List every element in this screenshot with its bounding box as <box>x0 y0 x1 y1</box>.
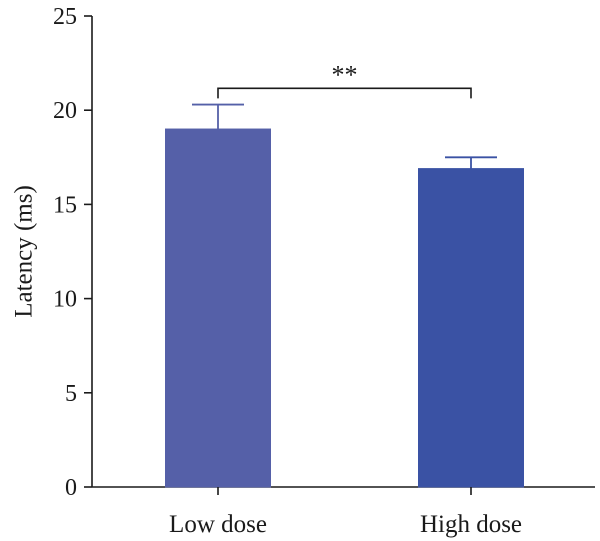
x-tick-label: Low dose <box>169 511 267 538</box>
error-bar <box>445 156 497 169</box>
y-tick-label: 10 <box>53 287 77 313</box>
y-axis-ticks: 0 5 10 15 20 25 <box>53 4 92 501</box>
x-tick-label: High dose <box>420 511 522 538</box>
y-tick-label: 0 <box>65 475 77 501</box>
bar-low-dose <box>165 128 271 488</box>
error-bars-group <box>192 103 497 169</box>
y-tick-label: 20 <box>53 98 77 124</box>
y-axis-label: Latency (ms) <box>11 185 38 318</box>
error-bar <box>192 103 244 130</box>
significance-label: ** <box>332 60 358 89</box>
y-tick-label: 25 <box>53 4 77 30</box>
bars-group <box>165 128 524 488</box>
y-tick-label: 15 <box>53 192 77 218</box>
significance-bracket: ** <box>217 60 472 99</box>
significance-line <box>217 87 472 99</box>
x-axis-ticks: Low dose High dose <box>169 487 522 538</box>
bar-high-dose <box>418 168 524 488</box>
y-tick-label: 5 <box>65 381 77 407</box>
